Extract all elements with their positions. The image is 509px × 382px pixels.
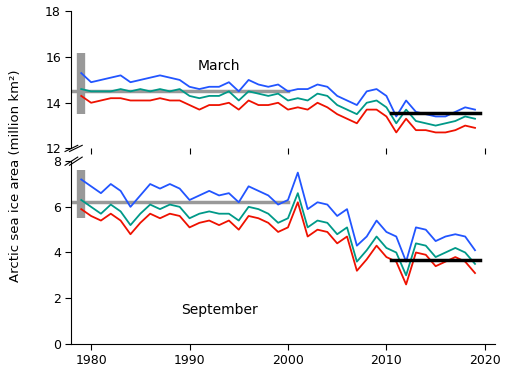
Text: Arctic sea ice area (million km²): Arctic sea ice area (million km²) <box>9 70 22 282</box>
Text: March: March <box>197 59 240 73</box>
Text: September: September <box>180 303 257 317</box>
